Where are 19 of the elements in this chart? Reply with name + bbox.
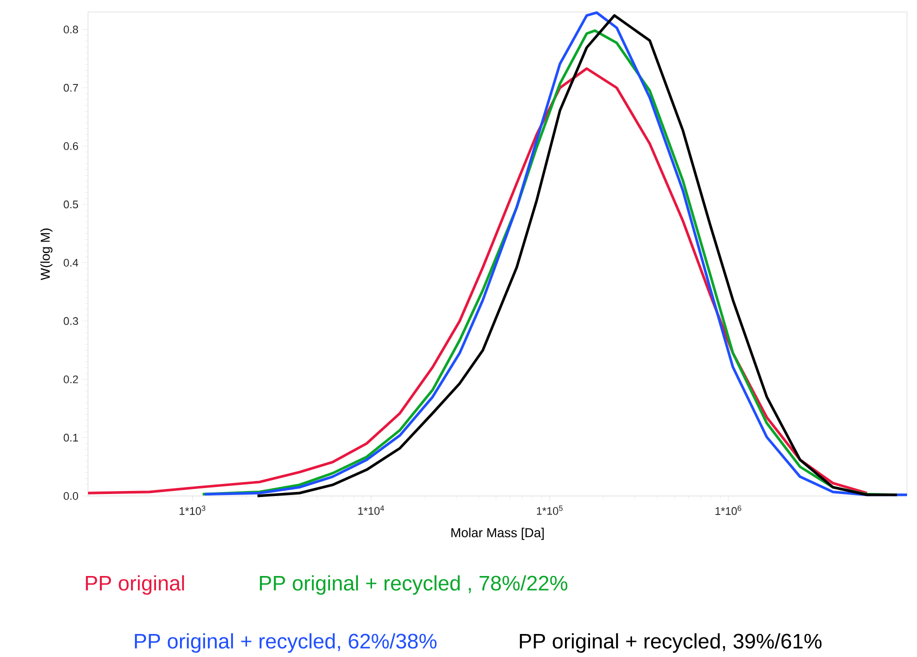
text: PP original + recycled, 62%/38% — [134, 633, 437, 653]
y-tick-label: 0.1 — [64, 434, 78, 442]
x-tick-label: 1*10$^{4}$ — [358, 506, 384, 515]
y-tick-label: 0.4 — [64, 258, 78, 267]
text: PP original — [86, 575, 184, 595]
y-tick-label: 0.5 — [64, 200, 78, 208]
y-tick-label: 0.7 — [64, 84, 78, 92]
text: PP original + recycled , 78%/22% — [260, 575, 568, 595]
y-tick-label: 0.0 — [64, 492, 78, 500]
y-axis-title: W(log M) — [40, 228, 52, 280]
y-tick-label: 0.8 — [64, 26, 78, 34]
text: PP original + recycled, 39%/61% — [520, 633, 822, 653]
y-tick-label: 0.2 — [64, 375, 78, 384]
x-axis-title: Molar Mass [Da] — [451, 528, 544, 540]
x-tick-label: 1*10$^{5}$ — [536, 506, 563, 515]
y-tick-label: 0.3 — [64, 317, 78, 325]
x-tick-label: 1*10$^{6}$ — [716, 506, 742, 515]
y-tick-label: 0.6 — [64, 142, 78, 150]
x-tick-label: 1*10$^{3}$ — [180, 506, 206, 515]
